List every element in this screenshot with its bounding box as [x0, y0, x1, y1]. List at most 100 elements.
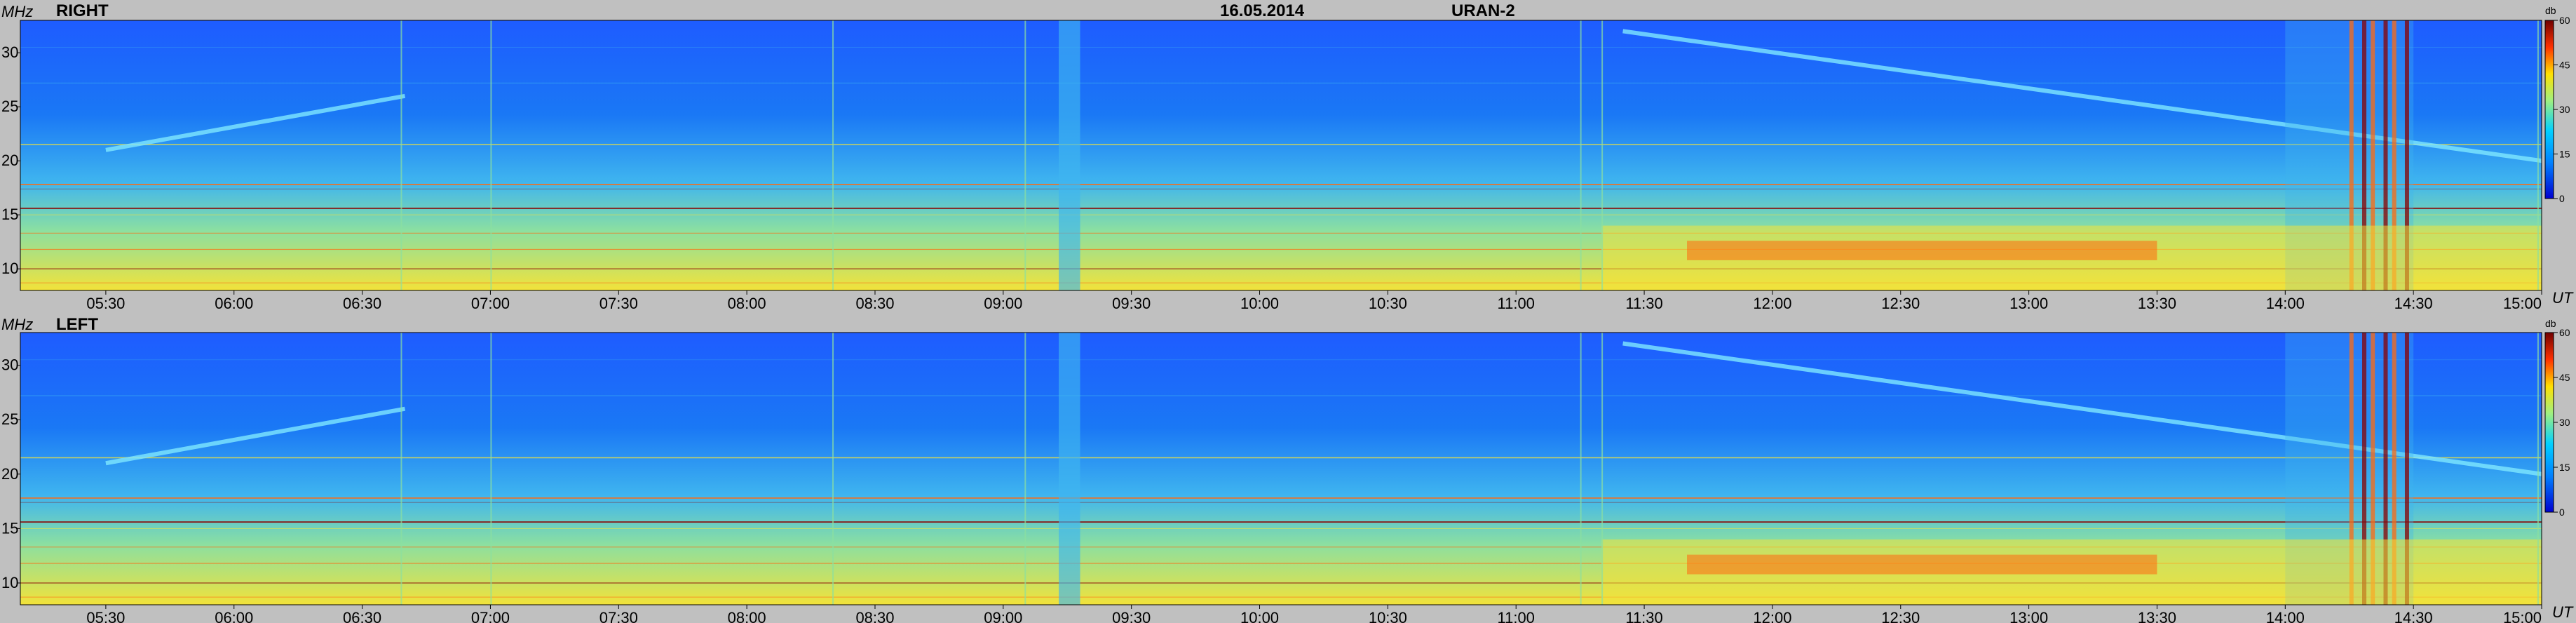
x-axis-unit: UT	[2552, 603, 2574, 621]
x-tick-label: 15:00	[2503, 609, 2542, 623]
y-tick-label: 10	[1, 574, 18, 591]
colorbar-tick-label: 60	[2559, 327, 2570, 338]
x-tick-label: 13:30	[2138, 609, 2176, 623]
x-tick-label: 09:00	[984, 609, 1022, 623]
rfi-band	[20, 207, 2542, 209]
x-tick-label: 11:30	[1625, 295, 1662, 312]
intense-emission-strip	[2349, 20, 2354, 290]
x-tick-label: 08:30	[855, 295, 894, 312]
rfi-band	[20, 582, 2542, 584]
intense-emission-strip	[2404, 20, 2409, 290]
colorbar-unit: db	[2545, 5, 2556, 16]
broadband-burst	[1059, 333, 1080, 605]
colorbar-tick-label: 15	[2559, 149, 2570, 160]
intense-emission-strip	[2371, 20, 2375, 290]
x-tick-label: 09:00	[984, 295, 1022, 312]
impulsive-spike	[1024, 20, 1026, 290]
y-tick-label: 15	[1, 519, 18, 537]
colorbar-tick-label: 15	[2559, 462, 2570, 473]
x-tick-label: 13:00	[2009, 609, 2048, 623]
colorbar-tick-label: 60	[2559, 15, 2570, 26]
plot-frame	[20, 332, 2542, 605]
x-tick-label: 15:00	[2503, 295, 2542, 312]
x-tick-label: 14:00	[2266, 609, 2305, 623]
rfi-band	[20, 232, 2542, 234]
x-tick-label: 10:30	[1369, 295, 1407, 312]
x-tick-label: 10:00	[1240, 609, 1279, 623]
rfi-band	[20, 497, 2542, 499]
impulsive-spike	[1580, 20, 1582, 290]
impulsive-spike	[832, 333, 834, 605]
intense-emission-strip	[2362, 20, 2367, 290]
x-axis: 05:30 06:00 06:30 07:00 07:30 08:00 08:30 09:00…	[86, 290, 2542, 312]
rfi-band	[20, 144, 2542, 145]
y-tick-label: 20	[1, 465, 18, 483]
x-tick-label: 08:00	[728, 295, 766, 312]
intense-emission-strip	[2383, 333, 2388, 605]
impulsive-spike	[400, 333, 402, 605]
intense-emission-strip	[2392, 20, 2397, 290]
impulsive-spike	[490, 333, 492, 605]
impulsive-spike	[400, 20, 402, 290]
x-tick-label: 10:30	[1369, 609, 1407, 623]
x-tick-label: 14:00	[2266, 295, 2305, 312]
x-axis-unit: UT	[2552, 289, 2574, 307]
x-tick-label: 05:30	[86, 295, 125, 312]
rfi-band	[20, 521, 2542, 523]
colorbar-gradient	[2544, 20, 2554, 199]
plot-area	[20, 20, 2542, 291]
y-tick-label: 10	[1, 260, 18, 277]
x-tick-label: 07:30	[599, 609, 638, 623]
rfi-band	[20, 596, 2542, 598]
drifting-burst-track	[105, 93, 406, 152]
instrument-label: URAN-2	[1451, 1, 1515, 20]
intense-emission-strip	[2392, 333, 2397, 605]
impulsive-spike	[2537, 333, 2539, 605]
broadband-burst	[1059, 20, 1080, 290]
plot-area	[20, 332, 2542, 605]
y-tick-label: 15	[1, 206, 18, 223]
spectrogram-panel-left: LEFT MHz UT 10 15 20 25 30 05:30 06:00 06:30 07…	[1, 315, 2574, 623]
colorbar-tick-label: 45	[2559, 372, 2570, 383]
impulsive-spike	[832, 20, 834, 290]
x-tick-label: 12:30	[1881, 295, 1920, 312]
date-label: 16.05.2014	[1220, 1, 1305, 20]
rfi-band	[20, 184, 2542, 185]
x-tick-label: 07:00	[471, 295, 510, 312]
colorbar-tick-label: 30	[2559, 417, 2570, 428]
x-tick-label: 11:00	[1498, 295, 1535, 312]
colorbar-tick-label: 0	[2559, 193, 2565, 204]
intense-emission-strip	[2371, 333, 2375, 605]
rfi-band	[20, 359, 2542, 361]
drifting-burst-track	[1622, 29, 2542, 163]
intense-emission-strip	[2404, 333, 2409, 605]
x-tick-label: 06:00	[215, 609, 253, 623]
x-axis: 05:30 06:00 06:30 07:00 07:30 08:00 08:30 09:00…	[86, 605, 2542, 623]
drifting-burst-track	[1622, 341, 2542, 476]
x-tick-label: 13:00	[2009, 295, 2048, 312]
x-tick-label: 07:00	[471, 609, 510, 623]
x-tick-label: 06:00	[215, 295, 253, 312]
rfi-band	[20, 457, 2542, 459]
x-tick-label: 12:00	[1753, 295, 1791, 312]
rfi-band	[20, 248, 2542, 250]
colorbar-unit: db	[2545, 318, 2556, 329]
y-tick-label: 30	[1, 43, 18, 61]
rfi-band	[20, 268, 2542, 269]
impulsive-spike	[490, 20, 492, 290]
x-tick-label: 05:30	[86, 609, 125, 623]
plot-frame	[20, 20, 2542, 291]
enhanced-emission-core	[1687, 554, 2157, 575]
y-axis: 10 15 20 25 30	[1, 43, 20, 277]
impulsive-spike	[1601, 333, 1604, 605]
rfi-band	[20, 528, 2542, 529]
y-axis: 10 15 20 25 30	[1, 356, 20, 591]
intense-emission-strip	[2362, 333, 2367, 605]
x-tick-label: 09:30	[1112, 295, 1151, 312]
drifting-burst-track	[105, 406, 406, 466]
colorbar-ticks: 0 15 30 45 60	[2554, 327, 2570, 518]
x-tick-label: 07:30	[599, 295, 638, 312]
x-tick-label: 08:30	[855, 609, 894, 623]
x-tick-label: 12:30	[1881, 609, 1920, 623]
y-axis-unit: MHz	[1, 316, 33, 333]
